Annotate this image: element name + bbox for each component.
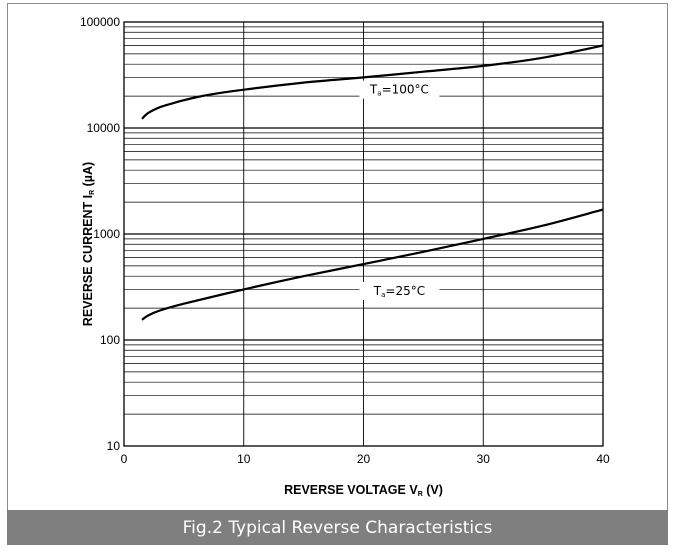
y-axis-title: REVERSE CURRENT IR (µA) — [81, 162, 96, 326]
series-label-25c: Ta=25°C — [359, 281, 440, 300]
series-label-100c-sub: a — [377, 90, 381, 98]
x-axis-title-sub: R — [418, 491, 423, 498]
series-label-25c-text: Ta=25°C — [373, 284, 425, 299]
y-tick-label: 10 — [107, 439, 121, 453]
series-label-25c-main: T — [373, 284, 382, 298]
y-tick-label: 100000 — [80, 15, 120, 29]
chart-frame — [7, 3, 668, 545]
series-line-25c — [141, 208, 604, 321]
x-tick-label: 0 — [121, 452, 128, 466]
x-tick-label: 30 — [477, 452, 491, 466]
y-tick-label: 10000 — [87, 121, 121, 135]
figure-caption: Fig.2 Typical Reverse Characteristics — [7, 510, 668, 545]
series-label-100c: Ta=100°C — [359, 80, 440, 99]
series-label-100c-bg — [359, 80, 440, 99]
x-tick-label: 20 — [357, 452, 371, 466]
plot-area — [123, 21, 604, 447]
x-axis-title-unit: (V) — [423, 483, 443, 497]
series-line-100c — [141, 44, 604, 120]
series-label-100c-text: Ta=100°C — [369, 83, 429, 98]
x-axis-title-main: REVERSE VOLTAGE V — [284, 483, 418, 497]
series-label-25c-bg — [359, 281, 440, 300]
y-axis-title-unit: (µA) — [81, 162, 95, 190]
curves — [141, 44, 604, 321]
x-axis-title: REVERSE VOLTAGE VR (V) — [284, 483, 443, 498]
y-axis-title-main: REVERSE CURRENT I — [81, 195, 95, 326]
y-tick-label: 1000 — [93, 227, 120, 241]
x-tick-label: 10 — [237, 452, 251, 466]
series-label-100c-main: T — [369, 83, 378, 97]
series-label-25c-sub: a — [381, 291, 385, 299]
grid — [124, 22, 603, 446]
series-label-25c-rest: =25°C — [385, 284, 425, 298]
series-label-100c-rest: =100°C — [382, 83, 429, 97]
x-tick-label: 40 — [596, 452, 610, 466]
y-tick-label: 100 — [100, 333, 120, 347]
y-axis-title-sub: R — [89, 190, 96, 195]
